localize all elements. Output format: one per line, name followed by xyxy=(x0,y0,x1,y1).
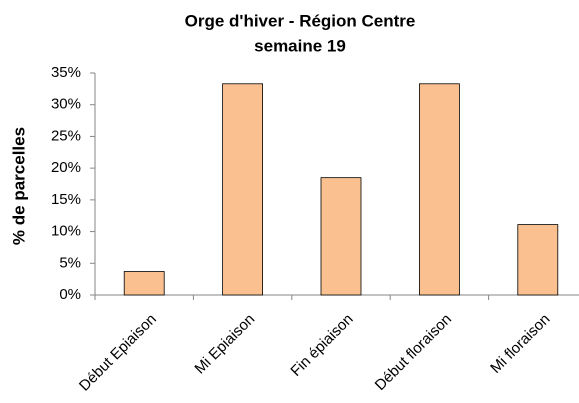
chart-title: Orge d'hiver - Région Centre xyxy=(185,11,416,30)
y-tick-label: 30% xyxy=(51,96,81,113)
chart-subtitle: semaine 19 xyxy=(254,36,346,55)
x-tick-label: Mi Epiaison xyxy=(191,311,258,378)
bar xyxy=(517,224,559,296)
y-tick-label: 15% xyxy=(51,191,81,208)
y-tick-label: 10% xyxy=(51,223,81,240)
y-tick-label: 5% xyxy=(59,254,81,271)
bar xyxy=(418,83,460,296)
y-tick-label: 25% xyxy=(51,127,81,144)
x-tick-label: Mi floraison xyxy=(487,311,553,377)
bar xyxy=(320,177,362,296)
bar xyxy=(222,83,264,296)
bar xyxy=(123,271,165,296)
y-axis-label: % de parcelles xyxy=(9,127,28,245)
x-tick-label: Début floraison xyxy=(372,311,455,394)
y-tick-label: 20% xyxy=(51,159,81,176)
x-tick-label: Début Epiaison xyxy=(76,311,160,395)
y-tick-label: 0% xyxy=(59,286,81,303)
y-tick-label: 35% xyxy=(51,64,81,81)
x-tick-label: Fin épiaison xyxy=(287,311,356,380)
